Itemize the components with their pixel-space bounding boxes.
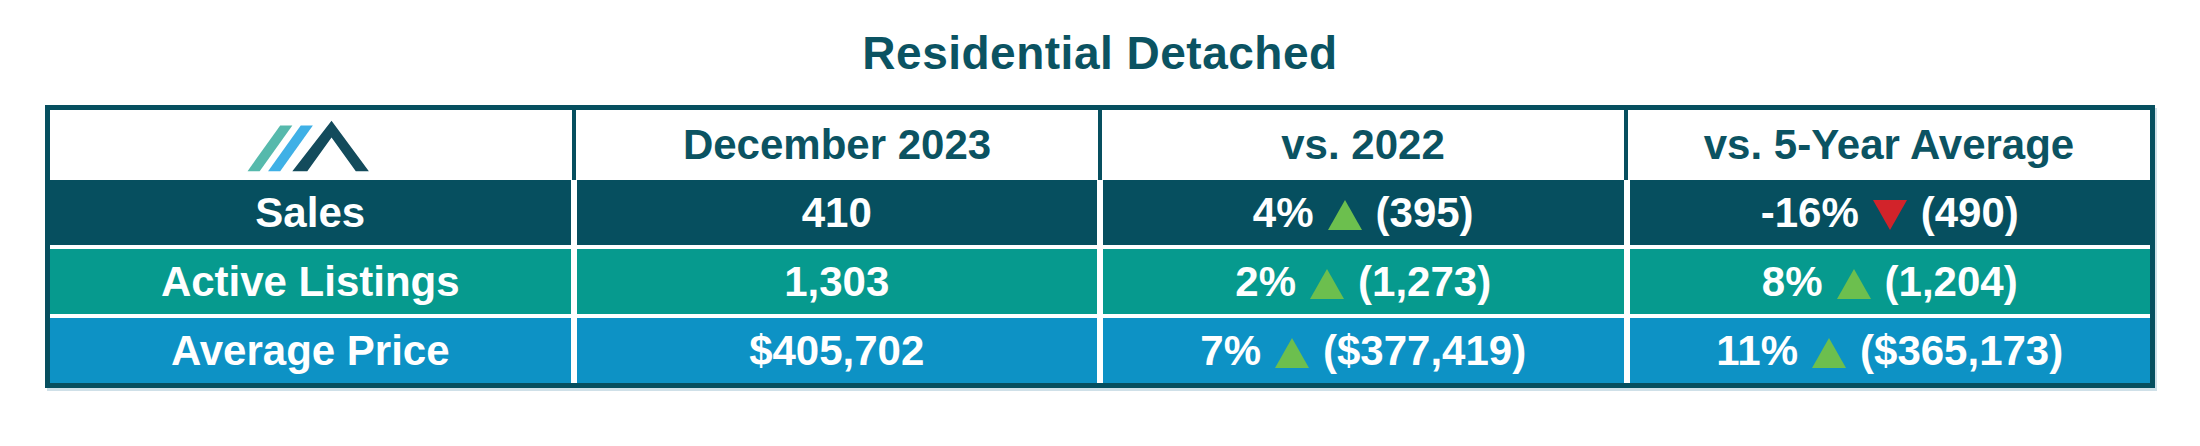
sales-current-value: 410 <box>571 180 1098 245</box>
row-label-active-listings: Active Listings <box>50 249 571 314</box>
reference-value: (490) <box>1921 189 2019 237</box>
reference-value: (1,204) <box>1885 258 2018 306</box>
reference-value: ($377,419) <box>1323 327 1526 375</box>
active-listings-vs-5yr-cell: 8% (1,204) <box>1624 249 2151 314</box>
column-header-december-2023: December 2023 <box>572 110 1098 180</box>
average-price-vs-2022-cell: 7% ($377,419) <box>1097 318 1624 383</box>
up-triangle-icon <box>1275 338 1309 368</box>
pct-change: 2% <box>1235 258 1296 306</box>
average-price-current-value: $405,702 <box>571 318 1098 383</box>
reference-value: (395) <box>1376 189 1474 237</box>
column-header-vs-2022: vs. 2022 <box>1098 110 1624 180</box>
column-header-vs-5-year-average: vs. 5-Year Average <box>1624 110 2150 180</box>
page-title: Residential Detached <box>0 26 2200 80</box>
pct-change: 8% <box>1762 258 1823 306</box>
up-triangle-icon <box>1837 269 1871 299</box>
table-header-row: December 2023 vs. 2022 vs. 5-Year Averag… <box>50 110 2150 180</box>
report-page: Residential Detached December 2023 vs. 2… <box>0 0 2200 446</box>
pct-change: -16% <box>1761 189 1859 237</box>
sales-vs-2022-cell: 4% (395) <box>1097 180 1624 245</box>
table-row-active-listings: Active Listings 1,303 2% (1,273) 8% (1,2… <box>50 249 2150 314</box>
up-triangle-icon <box>1310 269 1344 299</box>
pct-change: 11% <box>1716 327 1798 375</box>
table-row-average-price: Average Price $405,702 7% ($377,419) 11%… <box>50 318 2150 383</box>
brand-logo-icon <box>243 117 379 173</box>
down-triangle-icon <box>1873 200 1907 230</box>
average-price-vs-5yr-cell: 11% ($365,173) <box>1624 318 2151 383</box>
table-row-sales: Sales 410 4% (395) -16% (490) <box>50 180 2150 245</box>
reference-value: (1,273) <box>1358 258 1491 306</box>
up-triangle-icon <box>1328 200 1362 230</box>
row-label-average-price: Average Price <box>50 318 571 383</box>
up-triangle-icon <box>1812 338 1846 368</box>
row-label-sales: Sales <box>50 180 571 245</box>
active-listings-vs-2022-cell: 2% (1,273) <box>1097 249 1624 314</box>
active-listings-current-value: 1,303 <box>571 249 1098 314</box>
sales-vs-5yr-cell: -16% (490) <box>1624 180 2151 245</box>
pct-change: 7% <box>1200 327 1261 375</box>
logo-cell <box>50 110 572 180</box>
reference-value: ($365,173) <box>1860 327 2063 375</box>
stats-table: December 2023 vs. 2022 vs. 5-Year Averag… <box>45 105 2155 388</box>
pct-change: 4% <box>1253 189 1314 237</box>
